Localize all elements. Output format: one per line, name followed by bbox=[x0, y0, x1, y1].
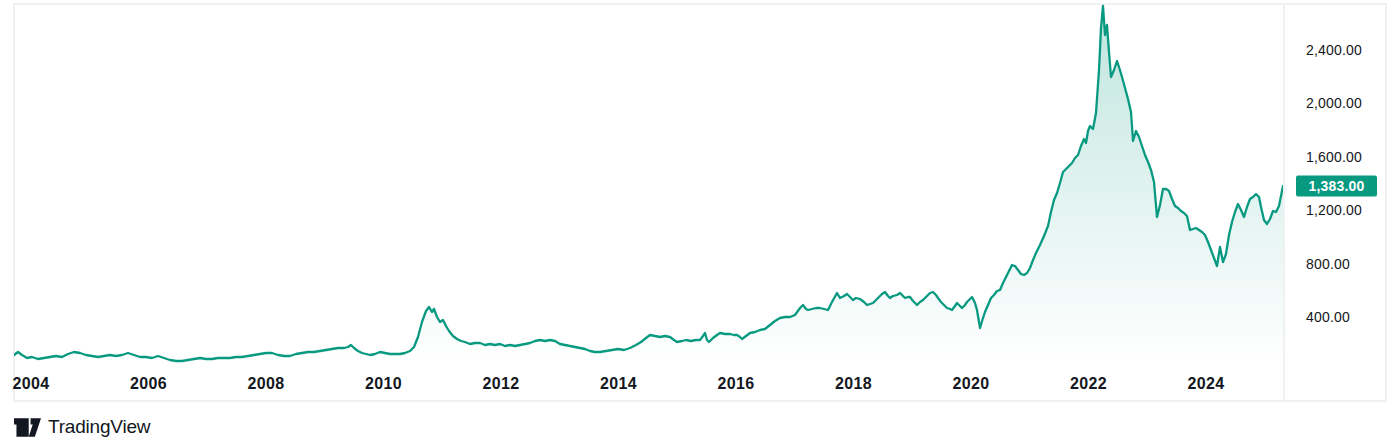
time-tick-label: 2008 bbox=[248, 375, 285, 393]
time-tick-label: 2016 bbox=[718, 375, 755, 393]
time-tick-label: 2004 bbox=[13, 375, 50, 393]
price-tick-label: 2,000.00 bbox=[1306, 95, 1362, 111]
tradingview-logo-text: TradingView bbox=[48, 416, 150, 438]
price-axis[interactable]: 1,383.00 2,400.00 2,000.00 1,600.00 1,200.0… bbox=[1285, 3, 1387, 402]
tradingview-logo-icon bbox=[14, 418, 41, 437]
time-axis[interactable]: 2004 2006 2008 2010 2012 2014 2016 2018 2020 2022… bbox=[13, 368, 1283, 400]
tradingview-attribution-link[interactable]: TradingView bbox=[14, 416, 150, 438]
time-tick-label: 2022 bbox=[1070, 375, 1107, 393]
time-tick-label: 2024 bbox=[1188, 375, 1225, 393]
time-tick-label: 2020 bbox=[953, 375, 990, 393]
time-tick-label: 2012 bbox=[483, 375, 520, 393]
price-tick-label: 800.00 bbox=[1306, 256, 1350, 272]
time-tick-label: 2018 bbox=[835, 375, 872, 393]
price-tick-label: 1,600.00 bbox=[1306, 149, 1362, 165]
last-price-badge: 1,383.00 bbox=[1296, 175, 1377, 196]
time-tick-label: 2006 bbox=[130, 375, 167, 393]
price-tick-label: 1,200.00 bbox=[1306, 202, 1362, 218]
chart-widget: 1,383.00 2,400.00 2,000.00 1,600.00 1,200.0… bbox=[0, 0, 1394, 447]
price-tick-label: 2,400.00 bbox=[1306, 42, 1362, 58]
series-area-fill bbox=[14, 6, 1283, 363]
time-tick-label: 2010 bbox=[365, 375, 402, 393]
time-tick-label: 2014 bbox=[600, 375, 637, 393]
price-tick-label: 400.00 bbox=[1306, 309, 1350, 325]
